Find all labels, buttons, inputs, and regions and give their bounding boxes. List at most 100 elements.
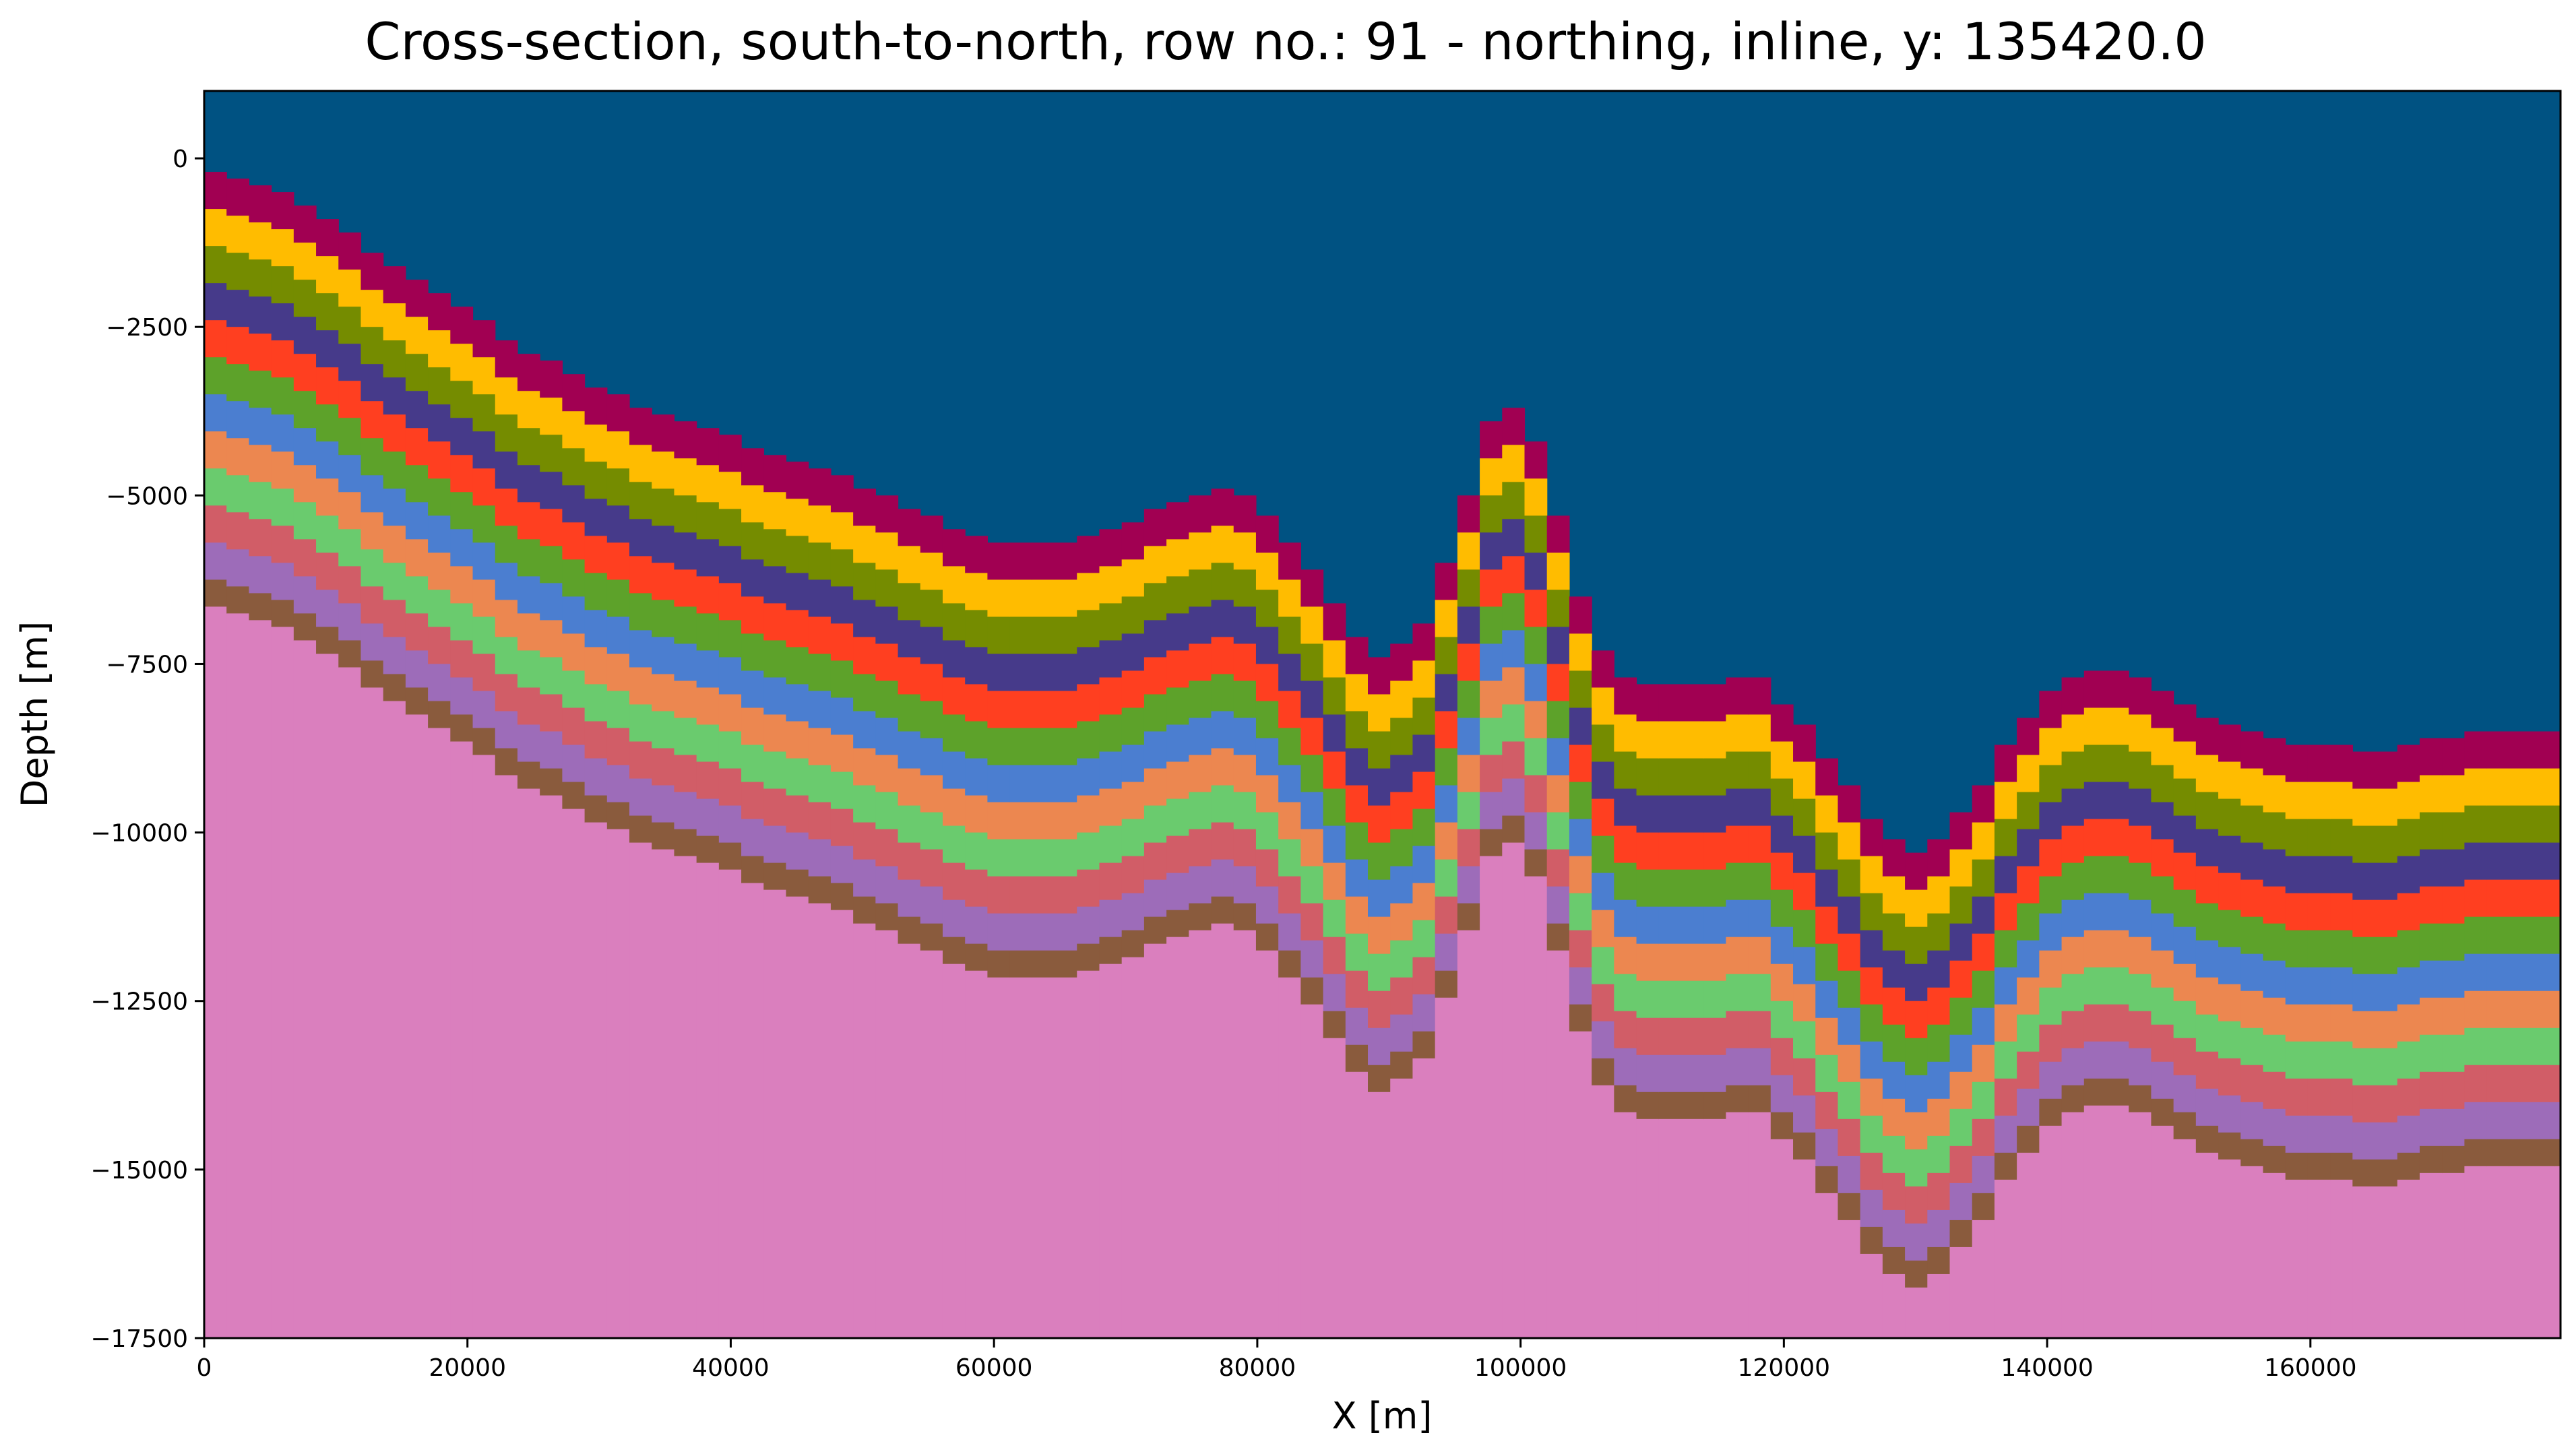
cell-layer-2 xyxy=(1770,741,1794,780)
cell-layer-12 xyxy=(1726,1085,1749,1113)
cell-layer-12 xyxy=(1211,896,1234,924)
cell-layer-12 xyxy=(1032,950,1055,978)
cell-layer-1 xyxy=(2307,745,2331,783)
cell-layer-11 xyxy=(606,765,630,803)
cell-layer-8 xyxy=(1658,943,1682,982)
cell-basement xyxy=(1368,1091,1391,1338)
cell-layer-11 xyxy=(920,886,943,924)
cell-basement xyxy=(1255,950,1279,1338)
cell-layer-10 xyxy=(1838,1118,1861,1157)
cell-layer-9 xyxy=(472,616,496,655)
cell-layer-7 xyxy=(606,616,630,655)
x-tick-label: 20000 xyxy=(429,1354,506,1382)
cell-layer-1 xyxy=(2106,670,2129,709)
cell-layer-9 xyxy=(1255,812,1279,850)
cell-layer-9 xyxy=(1972,1081,1995,1120)
cell-layer-12 xyxy=(2151,1098,2174,1127)
cell-layer-11 xyxy=(584,758,608,796)
cell-layer-6 xyxy=(2486,916,2510,955)
cell-layer-6 xyxy=(2375,937,2398,975)
cell-layer-7 xyxy=(2464,953,2488,992)
cell-layer-12 xyxy=(562,782,586,810)
cell-layer-5 xyxy=(1457,643,1480,682)
cell-layer-3 xyxy=(830,549,854,587)
cell-layer-10 xyxy=(1658,1017,1682,1056)
cell-layer-8 xyxy=(1255,775,1279,813)
cell-layer-4 xyxy=(2218,835,2241,874)
cell-layer-8 xyxy=(495,600,518,638)
cell-layer-4 xyxy=(1233,606,1257,645)
cell-basement xyxy=(249,620,272,1338)
cell-layer-1 xyxy=(1480,421,1503,459)
cell-layer-8 xyxy=(1211,748,1234,786)
cell-layer-12 xyxy=(540,768,563,796)
cell-layer-6 xyxy=(1949,997,1973,1036)
cell-layer-6 xyxy=(1860,1004,1883,1042)
cell-layer-1 xyxy=(1592,650,1614,689)
cell-layer-8 xyxy=(2106,930,2129,968)
cell-layer-9 xyxy=(987,839,1011,877)
cell-layer-7 xyxy=(293,428,317,466)
cell-layer-11 xyxy=(1815,1129,1839,1167)
cell-layer-2 xyxy=(271,229,294,267)
cell-basement xyxy=(2240,1166,2264,1338)
cell-layer-9 xyxy=(875,792,899,830)
cell-layer-12 xyxy=(1770,1112,1794,1140)
cell-basement xyxy=(1614,1112,1637,1338)
cell-layer-2 xyxy=(1658,721,1682,759)
cell-layer-3 xyxy=(249,259,272,297)
cell-layer-4 xyxy=(2330,856,2353,894)
cell-layer-12 xyxy=(472,728,496,756)
cell-layer-7 xyxy=(875,718,899,756)
cell-layer-6 xyxy=(898,694,921,732)
cell-layer-1 xyxy=(584,387,608,425)
cell-layer-4 xyxy=(741,559,764,598)
cell-layer-8 xyxy=(2263,997,2286,1036)
cell-layer-12 xyxy=(2330,1152,2353,1180)
cell-layer-6 xyxy=(1793,910,1816,948)
cell-layer-1 xyxy=(875,495,899,533)
cell-layer-5 xyxy=(1121,670,1145,709)
cell-layer-1 xyxy=(1121,522,1145,560)
cell-layer-9 xyxy=(718,731,742,769)
cell-layer-12 xyxy=(652,822,675,850)
cell-layer-9 xyxy=(1345,933,1369,972)
cell-layer-12 xyxy=(2464,1139,2488,1167)
cell-layer-7 xyxy=(1882,1061,1906,1100)
cell-layer-1 xyxy=(2532,731,2554,769)
cell-layer-9 xyxy=(1368,953,1391,992)
cell-layer-10 xyxy=(629,741,652,780)
cell-layer-4 xyxy=(2061,788,2085,827)
cell-layer-11 xyxy=(2039,1061,2063,1100)
cell-layer-4 xyxy=(1323,714,1346,753)
cell-layer-4 xyxy=(920,627,943,665)
cell-layer-1 xyxy=(1546,515,1570,553)
cell-layer-12 xyxy=(226,586,250,614)
cell-basement xyxy=(674,856,697,1338)
cell-layer-2 xyxy=(383,303,406,341)
cell-basement xyxy=(2173,1139,2197,1338)
cell-layer-2 xyxy=(2285,782,2309,820)
cell-layer-1 xyxy=(1189,495,1212,533)
cell-layer-5 xyxy=(1793,873,1816,911)
cell-layer-6 xyxy=(428,478,451,516)
cell-layer-5 xyxy=(942,677,966,716)
cell-layer-4 xyxy=(1860,930,1883,968)
cell-layer-4 xyxy=(2039,802,2063,840)
cell-layer-12 xyxy=(1614,1085,1637,1113)
cell-layer-6 xyxy=(271,377,294,415)
cell-layer-9 xyxy=(1166,798,1189,837)
cell-layer-12 xyxy=(1502,815,1526,844)
cell-layer-6 xyxy=(2464,916,2488,955)
cell-layer-9 xyxy=(562,670,586,709)
cell-layer-11 xyxy=(987,913,1011,951)
cell-layer-6 xyxy=(1569,782,1592,820)
cell-layer-8 xyxy=(2195,977,2219,1015)
cell-layer-1 xyxy=(1300,569,1324,608)
cell-layer-6 xyxy=(1815,943,1839,982)
cell-layer-5 xyxy=(517,502,540,540)
cell-basement xyxy=(1055,977,1077,1338)
cell-layer-4 xyxy=(1882,950,1906,988)
cell-layer-12 xyxy=(2195,1125,2219,1153)
cell-layer-12 xyxy=(1546,923,1570,951)
